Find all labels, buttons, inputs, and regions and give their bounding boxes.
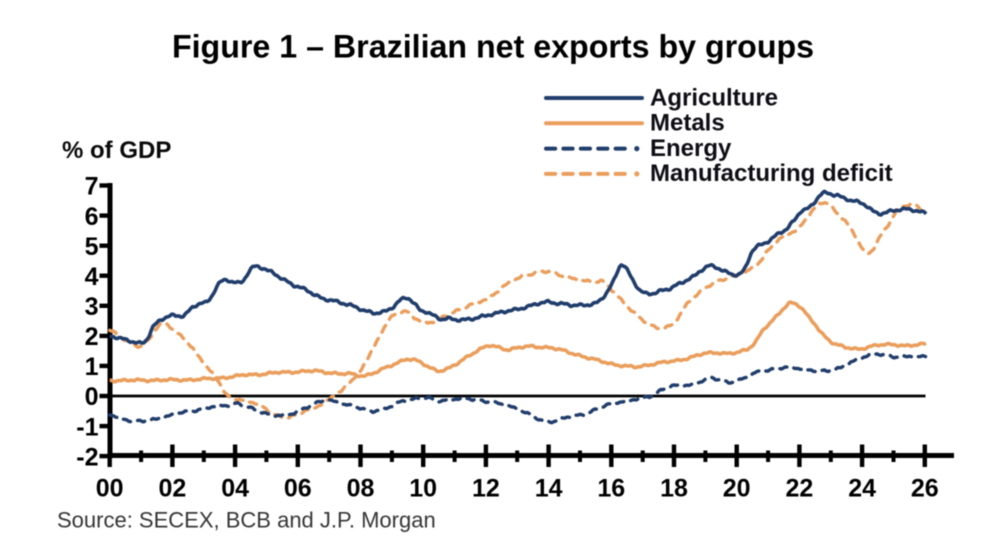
svg-text:Metals: Metals [650,110,725,137]
svg-text:7: 7 [85,173,99,201]
svg-text:10: 10 [409,475,437,503]
svg-text:26: 26 [911,475,939,503]
svg-text:4: 4 [85,263,99,291]
svg-text:1: 1 [85,353,99,381]
svg-text:16: 16 [597,475,625,503]
svg-text:Energy: Energy [650,135,732,162]
svg-text:04: 04 [221,475,249,503]
svg-text:22: 22 [785,475,813,503]
svg-text:12: 12 [472,475,500,503]
svg-text:08: 08 [347,475,375,503]
svg-text:20: 20 [723,475,751,503]
svg-text:5: 5 [85,233,99,261]
svg-text:24: 24 [848,475,876,503]
svg-text:14: 14 [535,475,563,503]
svg-text:00: 00 [96,475,124,503]
svg-text:02: 02 [158,475,186,503]
svg-text:3: 3 [85,293,99,321]
svg-text:Figure 1 – Brazilian net expor: Figure 1 – Brazilian net exports by grou… [172,29,814,65]
svg-text:2: 2 [85,323,99,351]
svg-text:-1: -1 [76,413,98,441]
svg-text:% of GDP: % of GDP [62,137,171,164]
svg-text:18: 18 [660,475,688,503]
svg-text:Agriculture: Agriculture [650,84,778,111]
svg-text:0: 0 [85,383,99,411]
svg-text:-2: -2 [76,443,98,471]
svg-text:Manufacturing deficit: Manufacturing deficit [650,160,893,187]
svg-text:6: 6 [85,203,99,231]
svg-text:Source: SECEX, BCB and J.P. Mo: Source: SECEX, BCB and J.P. Morgan [57,508,436,533]
svg-text:06: 06 [284,475,312,503]
